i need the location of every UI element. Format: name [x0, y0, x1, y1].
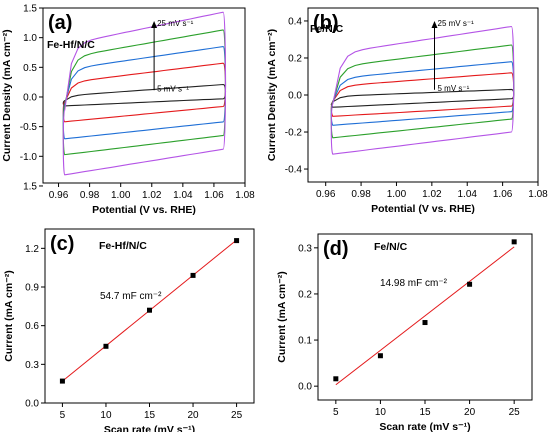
panel-d: 5 10 15 20 25 0.0 0.1 0.2 0.3 Scan rate (mV s⁻¹) C…: [276, 233, 533, 432]
x-tick-label: 1.08: [528, 189, 548, 200]
y-tick-label: 0.0: [288, 91, 302, 102]
y-tick-label: 0.0: [298, 382, 312, 393]
x-tick-label: 15: [144, 410, 156, 421]
annotation-25mv: 25 mV s⁻¹: [157, 19, 194, 28]
capacitance-label: 54.7 mF cm⁻²: [100, 291, 162, 302]
y-tick-label: 1.5: [23, 4, 37, 15]
x-tick-label: 0.96: [49, 190, 69, 201]
y-tick-label: -0.4: [285, 165, 303, 176]
cv-loop-5: [330, 25, 515, 155]
cv-loop-3: [330, 61, 515, 126]
y-tick-label: 0.0: [25, 399, 39, 410]
y-tick-label: 1.5: [23, 181, 37, 192]
panel-label: (b): [313, 12, 339, 34]
capacitance-label: 14.98 mF cm⁻²: [380, 278, 448, 289]
y-tick-label: -0.5: [20, 122, 38, 133]
data-point: [190, 272, 196, 278]
y-axis-label: Current Density (mA cm⁻²): [266, 29, 278, 161]
sample-label: Fe-Hf/N/C: [47, 39, 95, 51]
x-tick-label: 25: [509, 407, 521, 418]
x-tick-label: 1.04: [457, 189, 477, 200]
cv-loop-2: [330, 72, 515, 118]
axes-frame: [317, 233, 533, 401]
x-tick-label: 0.98: [80, 190, 100, 201]
y-tick-label: 1.0: [23, 33, 37, 44]
axes-frame: [44, 228, 255, 404]
fit-line: [335, 246, 515, 386]
panel-label: (d): [323, 238, 349, 260]
x-tick-label: 1.04: [173, 190, 193, 201]
data-point: [377, 353, 383, 359]
y-tick-label: 0.0: [23, 92, 37, 103]
arrow-head: [431, 21, 438, 28]
annotation-5mv: 5 mV s⁻¹: [438, 84, 470, 93]
cv-loop-4: [62, 29, 227, 156]
panel-label: (c): [50, 233, 74, 255]
y-tick-label: 0.3: [25, 360, 39, 371]
x-tick-label: 10: [375, 407, 387, 418]
x-tick-label: 0.98: [351, 189, 371, 200]
cv-loop-5: [62, 11, 227, 176]
x-axis-label: Potential (V vs. RHE): [92, 204, 196, 216]
data-point: [422, 320, 428, 326]
y-axis-label: Current Density (mA cm⁻²): [1, 29, 13, 161]
data-point: [234, 238, 240, 244]
y-tick-label: 0.2: [298, 289, 312, 300]
y-tick-label: 0.1: [298, 336, 312, 347]
x-tick-label: 5: [60, 410, 66, 421]
annotation-5mv: 5 mV s⁻¹: [157, 84, 189, 93]
y-axis-label: Current (mA cm⁻²): [276, 271, 288, 363]
cv-loop-1: [330, 88, 515, 108]
cv-loop-3: [62, 46, 227, 140]
data-point: [59, 378, 65, 384]
x-tick-label: 25: [231, 410, 243, 421]
sample-label: Fe/N/C: [310, 23, 344, 35]
x-tick-label: 5: [333, 407, 339, 418]
x-axis-label: Potential (V vs. RHE): [371, 203, 475, 215]
x-axis-label: Scan rate (mV s⁻¹): [104, 424, 195, 432]
y-tick-label: -1.0: [20, 152, 38, 163]
x-tick-label: 0.96: [316, 189, 336, 200]
x-tick-label: 10: [100, 410, 112, 421]
y-tick-label: -0.2: [285, 128, 303, 139]
y-tick-label: 0.6: [25, 321, 39, 332]
x-tick-label: 1.06: [204, 190, 224, 201]
y-tick-label: 0.3: [298, 243, 312, 254]
x-tick-label: 20: [464, 407, 476, 418]
arrow-head: [151, 21, 158, 28]
x-tick-label: 1.02: [422, 189, 442, 200]
axes-frame: [42, 7, 246, 184]
panel-b: 0.96 0.98 1.00 1.02 1.04 1.06 1.08 -0.4 -0.2 0.0 0…: [266, 7, 548, 215]
x-tick-label: 1.00: [387, 189, 407, 200]
x-tick-label: 1.08: [235, 190, 255, 201]
data-point: [511, 239, 517, 245]
y-tick-label: 0.5: [23, 63, 37, 74]
data-point: [467, 281, 473, 287]
y-tick-label: 0.4: [288, 16, 302, 27]
data-point: [103, 343, 109, 349]
y-tick-label: 1.2: [25, 244, 39, 255]
x-tick-label: 1.02: [142, 190, 162, 201]
y-axis-label: Current (mA cm⁻²): [3, 270, 15, 362]
y-tick-label: 0.2: [288, 53, 302, 64]
cv-loop-2: [62, 62, 227, 123]
x-tick-label: 20: [187, 410, 199, 421]
data-point: [147, 307, 152, 313]
y-tick-label: 0.9: [25, 283, 39, 294]
cv-loop-4: [330, 44, 515, 139]
x-tick-label: 15: [419, 407, 431, 418]
x-tick-label: 1.00: [111, 190, 131, 201]
panel-c: 5 10 15 20 25 0.0 0.3 0.6 0.9 1.2 Scan rate (mV s⁻…: [3, 228, 255, 432]
sample-label: Fe-Hf/N/C: [99, 240, 147, 252]
annotation-25mv: 25 mV s⁻¹: [438, 19, 475, 28]
cv-loop-1: [62, 83, 227, 107]
x-axis-label: Scan rate (mV s⁻¹): [379, 421, 470, 432]
data-point: [333, 376, 339, 382]
x-tick-label: 1.06: [493, 189, 513, 200]
panel-a: 0.96 0.98 1.00 1.02 1.04 1.06 1.08 1.5 -1.0 -0.5 0…: [1, 4, 255, 217]
panel-label: (a): [48, 12, 72, 34]
sample-label: Fe/N/C: [374, 241, 408, 253]
